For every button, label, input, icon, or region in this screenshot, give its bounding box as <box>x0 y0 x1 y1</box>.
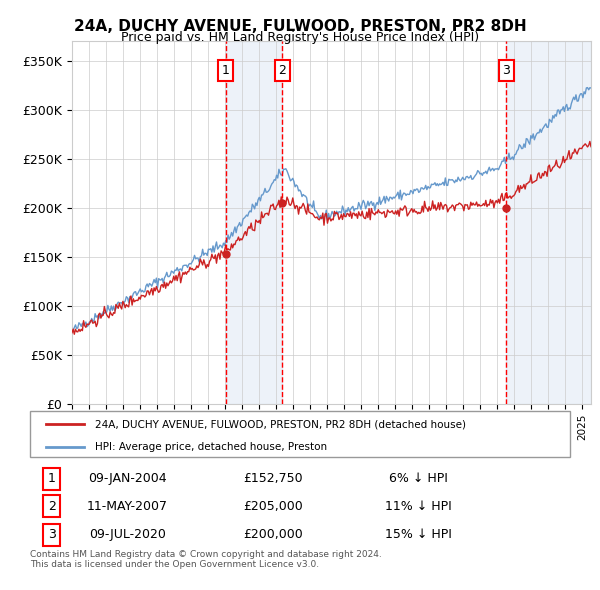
Text: 11-MAY-2007: 11-MAY-2007 <box>87 500 168 513</box>
Text: HPI: Average price, detached house, Preston: HPI: Average price, detached house, Pres… <box>95 442 327 452</box>
Text: 6% ↓ HPI: 6% ↓ HPI <box>389 472 448 485</box>
Text: 1: 1 <box>222 64 230 77</box>
Text: 1: 1 <box>47 472 56 485</box>
Text: 3: 3 <box>502 64 510 77</box>
Text: Price paid vs. HM Land Registry's House Price Index (HPI): Price paid vs. HM Land Registry's House … <box>121 31 479 44</box>
Text: 15% ↓ HPI: 15% ↓ HPI <box>385 529 452 542</box>
Text: £205,000: £205,000 <box>243 500 303 513</box>
Text: 11% ↓ HPI: 11% ↓ HPI <box>385 500 452 513</box>
Bar <box>506 41 591 404</box>
Text: 3: 3 <box>47 529 56 542</box>
Text: £152,750: £152,750 <box>243 472 303 485</box>
Text: 24A, DUCHY AVENUE, FULWOOD, PRESTON, PR2 8DH (detached house): 24A, DUCHY AVENUE, FULWOOD, PRESTON, PR2… <box>95 419 466 429</box>
Text: £200,000: £200,000 <box>243 529 303 542</box>
Text: 09-JUL-2020: 09-JUL-2020 <box>89 529 166 542</box>
Text: Contains HM Land Registry data © Crown copyright and database right 2024.
This d: Contains HM Land Registry data © Crown c… <box>30 550 382 569</box>
Text: 2: 2 <box>47 500 56 513</box>
Text: 2: 2 <box>278 64 286 77</box>
Bar <box>226 41 283 404</box>
FancyBboxPatch shape <box>30 411 570 457</box>
Text: 09-JAN-2004: 09-JAN-2004 <box>88 472 167 485</box>
Text: 24A, DUCHY AVENUE, FULWOOD, PRESTON, PR2 8DH: 24A, DUCHY AVENUE, FULWOOD, PRESTON, PR2… <box>74 19 526 34</box>
